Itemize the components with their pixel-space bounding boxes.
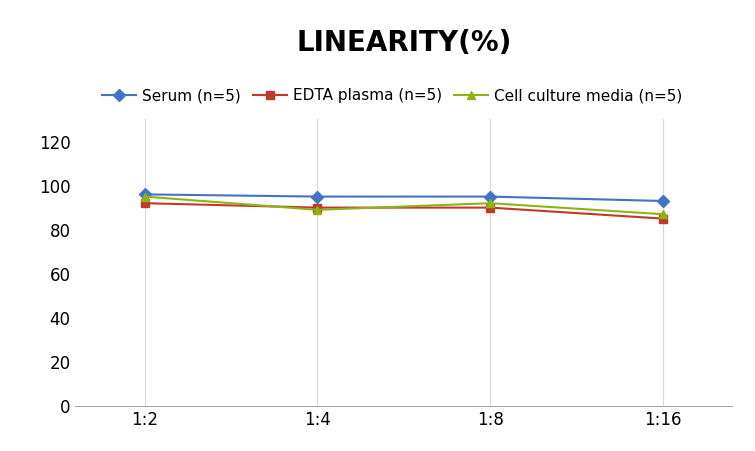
Serum (n=5)	[658, 198, 667, 204]
Line: EDTA plasma (n=5): EDTA plasma (n=5)	[140, 199, 667, 223]
Cell culture media (n=5)	[313, 207, 322, 212]
Serum (n=5)	[485, 194, 495, 199]
Cell culture media (n=5)	[658, 212, 667, 217]
EDTA plasma (n=5)	[485, 205, 495, 210]
Cell culture media (n=5)	[485, 201, 495, 206]
EDTA plasma (n=5)	[658, 216, 667, 221]
EDTA plasma (n=5)	[313, 205, 322, 210]
Cell culture media (n=5)	[140, 194, 149, 199]
Serum (n=5)	[140, 192, 149, 197]
Serum (n=5)	[313, 194, 322, 199]
Line: Cell culture media (n=5): Cell culture media (n=5)	[140, 193, 667, 218]
Legend: Serum (n=5), EDTA plasma (n=5), Cell culture media (n=5): Serum (n=5), EDTA plasma (n=5), Cell cul…	[97, 83, 689, 110]
Text: LINEARITY(%): LINEARITY(%)	[296, 29, 512, 57]
EDTA plasma (n=5)	[140, 201, 149, 206]
Line: Serum (n=5): Serum (n=5)	[140, 190, 667, 205]
